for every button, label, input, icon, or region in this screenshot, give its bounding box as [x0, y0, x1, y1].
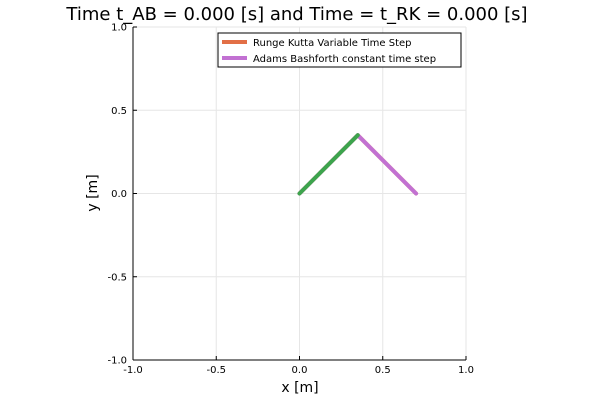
x-tick-label: -1.0 — [123, 365, 143, 376]
overlay-segment-line — [297, 133, 360, 196]
y-tick-label: -0.5 — [107, 272, 127, 283]
x-tick-label: 1.0 — [458, 365, 474, 376]
x-tick-label: 0.5 — [375, 365, 391, 376]
y-tick-label: 0.0 — [111, 189, 127, 200]
legend-label-runge-kutta: Runge Kutta Variable Time Step — [253, 38, 412, 49]
x-tick-label: 0.0 — [292, 365, 308, 376]
y-tick-label: 0.5 — [111, 106, 127, 117]
x-tick-label: -0.5 — [206, 365, 226, 376]
series-line-1 — [297, 133, 419, 196]
chart-title: Time t_AB = 0.000 [s] and Time = t_RK = … — [65, 4, 527, 25]
y-ticks: -1.0 -0.5 0.0 0.5 1.0 — [107, 23, 137, 367]
y-tick-label: -1.0 — [107, 356, 127, 367]
series-line-0 — [297, 133, 419, 196]
legend: Runge Kutta Variable Time Step Adams Bas… — [217, 32, 462, 68]
y-tick-label: 1.0 — [111, 23, 127, 34]
y-axis-label: y [m] — [85, 174, 101, 211]
legend-label-adams-bashforth: Adams Bashforth constant time step — [253, 54, 436, 65]
legend-box — [217, 32, 462, 68]
series-layer — [297, 133, 419, 196]
x-ticks: -1.0 -0.5 0.0 0.5 1.0 — [123, 356, 474, 376]
x-axis-label: x [m] — [281, 380, 318, 396]
